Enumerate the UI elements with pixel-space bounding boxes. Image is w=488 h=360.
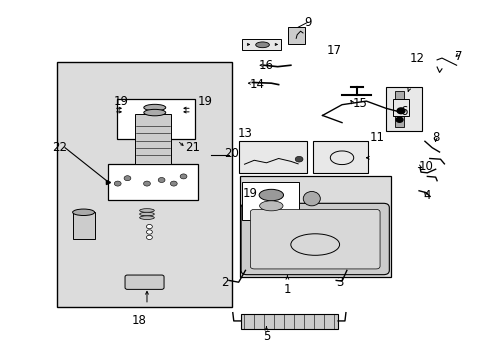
Text: 20: 20 [224,147,239,159]
Text: 4: 4 [422,189,430,202]
Text: 7: 7 [454,50,462,63]
Text: 8: 8 [431,131,438,144]
Ellipse shape [143,109,165,116]
Bar [108,164,198,200]
Bar [241,182,299,220]
Text: 19: 19 [197,95,212,108]
Bar [73,212,95,239]
Text: 15: 15 [352,97,367,110]
FancyBboxPatch shape [250,210,379,269]
Circle shape [124,176,131,181]
Text: 18: 18 [131,314,146,327]
Text: 16: 16 [259,59,274,72]
Circle shape [295,156,303,162]
Bar [392,99,408,116]
Ellipse shape [140,209,154,212]
Text: 12: 12 [408,52,424,65]
Bar [238,141,306,173]
Bar [385,87,422,131]
Bar [394,91,404,127]
Text: 3: 3 [335,276,343,289]
FancyBboxPatch shape [241,203,388,275]
Text: 19: 19 [114,95,129,108]
Circle shape [180,174,186,179]
Bar [240,314,337,329]
Ellipse shape [140,216,154,220]
Ellipse shape [303,192,320,206]
Text: 5: 5 [262,330,269,343]
Bar [242,40,281,50]
Circle shape [143,181,150,186]
Text: 17: 17 [326,44,341,57]
Ellipse shape [140,212,154,216]
Ellipse shape [143,104,165,111]
Text: 6: 6 [400,105,407,118]
Circle shape [146,230,152,234]
Bar [57,62,232,307]
Text: 2: 2 [221,276,228,289]
Text: 21: 21 [184,141,200,154]
Text: 13: 13 [238,127,252,140]
Circle shape [146,225,152,229]
Bar [239,176,390,277]
Circle shape [146,235,152,239]
Circle shape [395,117,402,122]
Circle shape [114,181,121,186]
Ellipse shape [259,189,283,201]
Ellipse shape [73,209,94,216]
Text: 1: 1 [283,283,290,296]
Text: 9: 9 [304,16,311,29]
Circle shape [396,108,404,114]
Bar [312,141,367,173]
Bar [135,114,171,164]
FancyBboxPatch shape [125,275,163,289]
Circle shape [158,177,164,183]
Text: 14: 14 [249,78,264,91]
Text: 10: 10 [418,160,433,173]
Ellipse shape [259,201,283,211]
Bar [117,99,194,139]
Text: 19: 19 [243,187,258,200]
Text: 22: 22 [52,141,67,154]
Bar [288,27,305,44]
Circle shape [170,181,177,186]
Ellipse shape [255,42,269,48]
Text: 11: 11 [368,131,384,144]
